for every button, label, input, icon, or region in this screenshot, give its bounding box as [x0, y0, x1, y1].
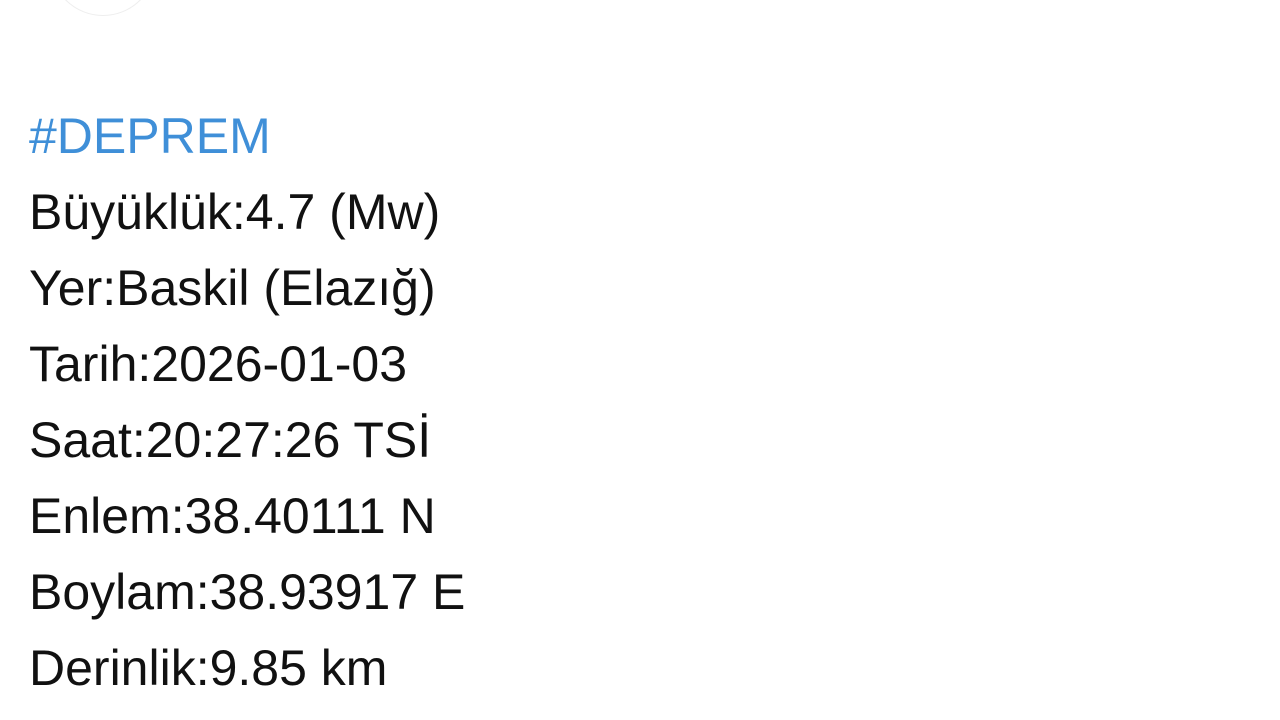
latitude-line: Enlem:38.40111 N — [29, 488, 436, 544]
magnitude-line: Büyüklük:4.7 (Mw) — [29, 184, 441, 240]
date-line: Tarih:2026-01-03 — [29, 336, 408, 392]
time-line: Saat:20:27:26 TSİ — [29, 412, 432, 468]
avatar[interactable] — [50, 0, 156, 16]
hashtag-link[interactable]: #DEPREM — [29, 108, 271, 164]
longitude-line: Boylam:38.93917 E — [29, 564, 466, 620]
location-line: Yer:Baskil (Elazığ) — [29, 260, 436, 316]
post-text: #DEPREM Büyüklük:4.7 (Mw) Yer:Baskil (El… — [29, 98, 465, 706]
depth-line: Derinlik:9.85 km — [29, 640, 388, 696]
